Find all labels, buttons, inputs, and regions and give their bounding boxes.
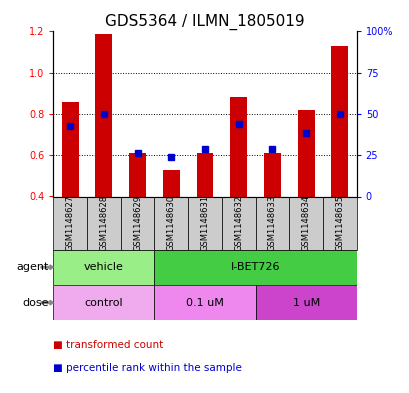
- Text: GSM1148629: GSM1148629: [133, 195, 142, 251]
- Bar: [289, 196, 322, 250]
- Bar: [230, 97, 247, 196]
- Text: GSM1148632: GSM1148632: [234, 195, 243, 251]
- Bar: [53, 250, 154, 285]
- Text: 0.1 uM: 0.1 uM: [186, 298, 223, 308]
- Text: GSM1148631: GSM1148631: [200, 195, 209, 251]
- Bar: [196, 153, 213, 196]
- Title: GDS5364 / ILMN_1805019: GDS5364 / ILMN_1805019: [105, 14, 304, 30]
- Bar: [95, 33, 112, 196]
- Bar: [263, 153, 280, 196]
- Bar: [255, 196, 289, 250]
- Text: 1 uM: 1 uM: [292, 298, 319, 308]
- Text: GSM1148633: GSM1148633: [267, 195, 276, 251]
- Bar: [62, 101, 79, 196]
- Text: ■ percentile rank within the sample: ■ percentile rank within the sample: [53, 364, 242, 373]
- Bar: [120, 196, 154, 250]
- Bar: [154, 285, 255, 320]
- Bar: [154, 196, 188, 250]
- Text: GSM1148628: GSM1148628: [99, 195, 108, 251]
- Bar: [154, 250, 356, 285]
- Bar: [297, 110, 314, 196]
- Text: GSM1148635: GSM1148635: [335, 195, 344, 251]
- Bar: [53, 285, 154, 320]
- Text: dose: dose: [22, 298, 49, 308]
- Bar: [87, 196, 120, 250]
- Text: control: control: [84, 298, 123, 308]
- Bar: [188, 196, 221, 250]
- Text: agent: agent: [17, 262, 49, 272]
- Text: vehicle: vehicle: [84, 262, 124, 272]
- Bar: [330, 46, 347, 196]
- Bar: [162, 170, 179, 196]
- Text: GSM1148627: GSM1148627: [65, 195, 74, 251]
- Bar: [255, 285, 356, 320]
- Text: GSM1148634: GSM1148634: [301, 195, 310, 251]
- Text: I-BET726: I-BET726: [230, 262, 280, 272]
- Bar: [221, 196, 255, 250]
- Text: ■ transformed count: ■ transformed count: [53, 340, 163, 350]
- Text: GSM1148630: GSM1148630: [166, 195, 175, 251]
- Bar: [129, 153, 146, 196]
- Bar: [53, 196, 87, 250]
- Bar: [322, 196, 356, 250]
